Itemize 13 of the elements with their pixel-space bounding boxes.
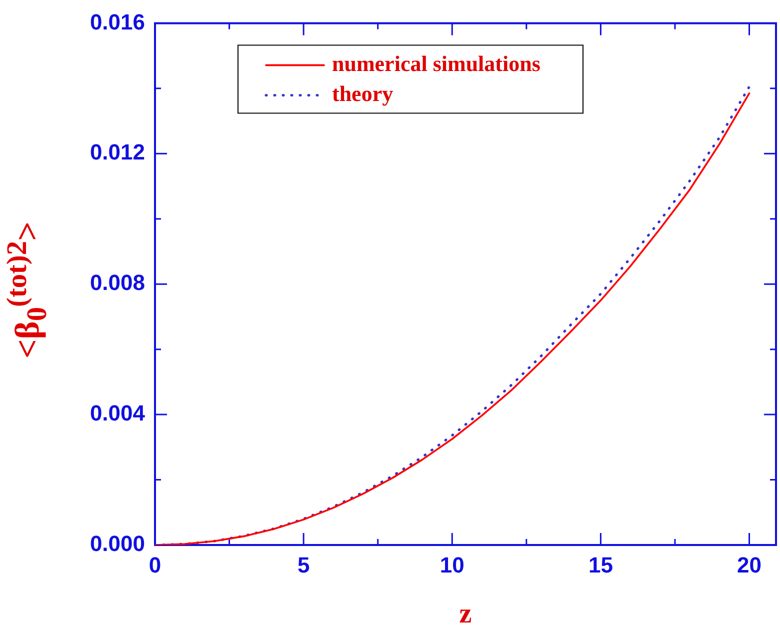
x-tick-label: 5 — [297, 552, 310, 578]
y-tick-label: 0.016 — [90, 9, 145, 34]
y-tick-label: 0.004 — [90, 400, 146, 426]
x-tick-label: 15 — [588, 552, 613, 578]
y-tick-label: 0.008 — [90, 270, 145, 296]
x-axis-title: z — [459, 598, 472, 630]
x-tick-label: 20 — [737, 552, 762, 578]
y-tick-label: 0.012 — [90, 140, 145, 165]
text: 0.000 — [90, 531, 145, 556]
legend-label: numerical simulations — [332, 50, 541, 76]
legend-label: theory — [332, 80, 394, 106]
x-tick-label: 0 — [148, 552, 162, 578]
x-tick-label: 10 — [440, 552, 464, 578]
